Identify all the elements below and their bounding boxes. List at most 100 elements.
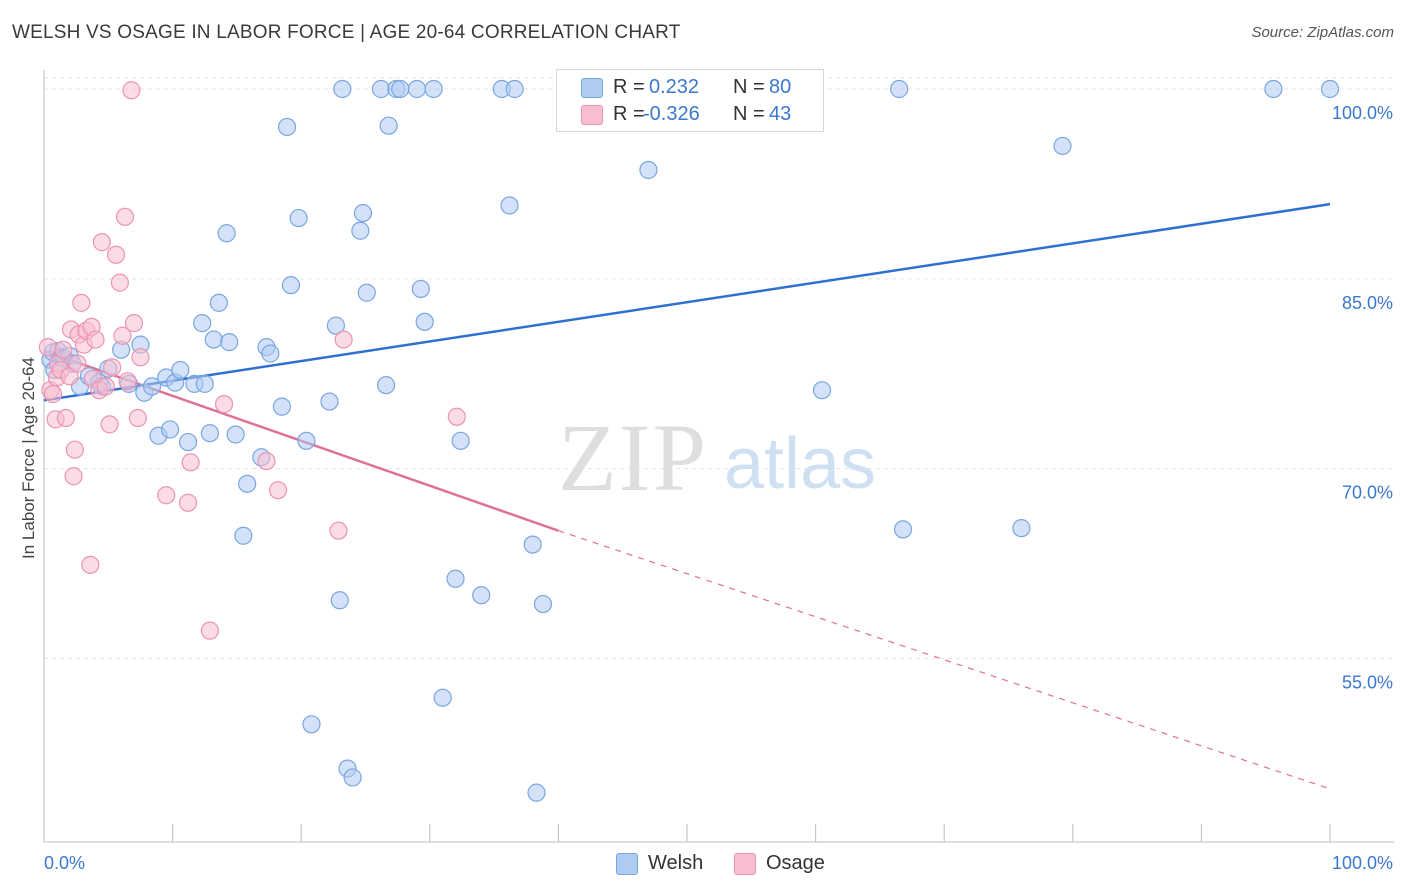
welsh-point	[505, 79, 524, 99]
osage-point	[214, 395, 234, 414]
welsh-r-label: R =	[613, 76, 645, 98]
welsh-point	[142, 377, 162, 396]
welsh-point	[527, 783, 546, 802]
tick-labels: 55.0% 70.0% 85.0% 100.0% 0.0% 100.0%	[44, 103, 1393, 873]
welsh-point	[326, 316, 346, 335]
welsh-point	[407, 79, 427, 99]
watermark-zip: ZIP	[558, 404, 708, 511]
welsh-point	[472, 586, 491, 605]
welsh-point	[1012, 519, 1031, 538]
welsh-point	[234, 526, 253, 545]
osage-point	[181, 453, 200, 472]
welsh-point	[193, 314, 212, 333]
stats-legend: R = 0.232 N = 80 R = -0.326 N = 43	[556, 69, 824, 132]
osage-point	[72, 293, 91, 312]
x-tick-label: 100.0%	[1332, 853, 1393, 873]
welsh-point	[343, 768, 362, 787]
welsh-point	[333, 79, 352, 99]
osage-point	[200, 621, 219, 640]
osage-point	[86, 330, 105, 349]
osage-point	[54, 340, 73, 359]
osage-point	[178, 493, 198, 512]
osage-point	[106, 245, 126, 264]
osage-point	[334, 330, 353, 349]
welsh-point	[893, 520, 913, 539]
welsh-point	[330, 591, 349, 610]
welsh-point	[411, 279, 430, 299]
osage-point	[268, 481, 288, 500]
welsh-point	[424, 79, 443, 99]
welsh-point	[160, 420, 180, 439]
osage-point	[65, 440, 84, 459]
watermark-atlas: atlas	[724, 424, 876, 504]
y-tick-label: 85.0%	[1342, 293, 1393, 313]
osage-point	[329, 521, 348, 540]
osage-point	[113, 326, 132, 345]
welsh-legend-label: Welsh	[648, 852, 704, 874]
y-tick-label: 70.0%	[1342, 483, 1393, 503]
y-axis-label: In Labor Force | Age 20-64	[19, 357, 38, 559]
welsh-point	[277, 117, 297, 137]
welsh-point	[195, 374, 214, 393]
osage-point	[115, 207, 135, 226]
welsh-point	[533, 594, 553, 614]
watermark: ZIP atlas	[558, 404, 876, 511]
osage-point	[68, 354, 87, 373]
y-tick-label: 55.0%	[1342, 672, 1393, 692]
osage-point	[103, 358, 122, 377]
osage-legend-label: Osage	[766, 852, 825, 874]
welsh-point	[281, 276, 301, 295]
osage-point	[131, 348, 150, 367]
welsh-point	[1264, 79, 1283, 99]
welsh-point	[357, 283, 376, 302]
welsh-point	[226, 425, 245, 444]
welsh-point	[217, 224, 236, 243]
welsh-point	[178, 432, 198, 452]
osage-point	[100, 415, 119, 434]
welsh-point	[272, 397, 292, 416]
osage-point	[43, 384, 63, 404]
osage-n-label: N =	[733, 103, 765, 125]
osage-point	[128, 408, 147, 428]
welsh-point	[302, 715, 321, 734]
welsh-point	[379, 116, 398, 135]
osage-r-value: -0.326	[643, 103, 700, 125]
welsh-point	[238, 474, 257, 493]
welsh-point	[446, 569, 465, 588]
welsh-point	[297, 431, 316, 450]
osage-point	[118, 372, 137, 391]
welsh-point	[220, 332, 239, 352]
axes	[43, 70, 1394, 843]
x-tick-label: 0.0%	[44, 853, 85, 873]
osage-point	[257, 451, 276, 471]
welsh-point	[812, 381, 832, 400]
osage-point	[447, 407, 466, 426]
osage-point	[122, 81, 141, 100]
osage-points	[38, 81, 466, 640]
welsh-point	[261, 344, 280, 363]
welsh-swatch	[581, 78, 603, 98]
osage-point	[56, 408, 75, 428]
welsh-point	[353, 203, 373, 223]
osage-point	[92, 233, 111, 252]
osage-swatch	[581, 105, 603, 125]
chart-title: WELSH VS OSAGE IN LABOR FORCE | AGE 20-6…	[12, 22, 681, 43]
welsh-point	[289, 208, 308, 228]
welsh-point	[391, 79, 410, 99]
welsh-point	[1320, 79, 1340, 99]
welsh-n-label: N =	[733, 76, 765, 98]
welsh-point	[171, 360, 190, 380]
welsh-point	[451, 431, 470, 450]
osage-legend-swatch	[734, 853, 756, 875]
welsh-point	[376, 376, 396, 395]
welsh-point	[433, 688, 452, 707]
welsh-point	[351, 221, 370, 240]
osage-point	[64, 467, 83, 486]
osage-point	[157, 486, 176, 505]
osage-point	[124, 314, 144, 333]
welsh-point	[639, 160, 658, 180]
welsh-point	[320, 392, 339, 411]
source-credit: Source: ZipAtlas.com	[1251, 24, 1394, 41]
osage-point	[81, 555, 100, 574]
